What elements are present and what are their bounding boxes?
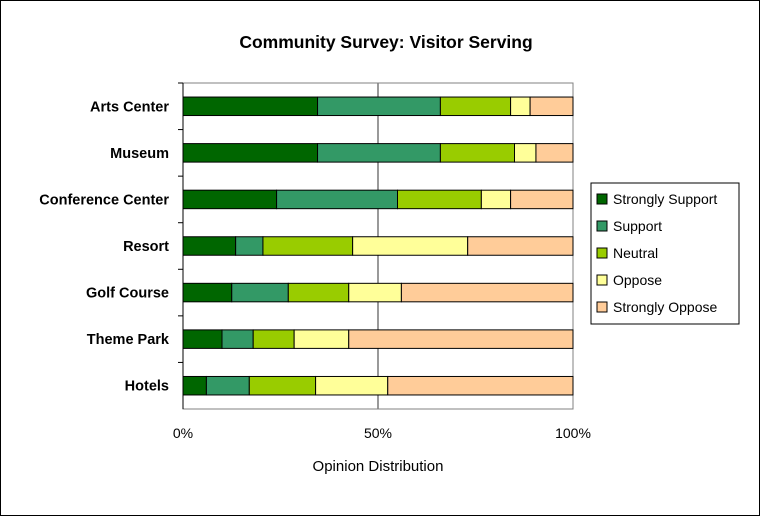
bar-segment-3-5 — [510, 189, 574, 210]
chart-title: Community Survey: Visitor Serving — [239, 32, 532, 52]
bar-segment-7-2 — [205, 375, 250, 396]
bar-segment-1-3 — [439, 96, 512, 117]
category-label-5: Golf Course — [86, 286, 169, 302]
bar-segment-2-3 — [439, 143, 515, 163]
bar-segment-1-1 — [182, 96, 319, 117]
legend-label-4: Oppose — [613, 272, 662, 288]
bar-segment-6-2 — [221, 329, 254, 349]
x-tick-label-2: 50% — [364, 425, 392, 441]
bar-segment-6-4 — [293, 329, 350, 349]
bar-segment-4-5 — [467, 236, 574, 256]
legend-label-3: Neutral — [613, 245, 658, 261]
bar-segment-5-5 — [400, 282, 574, 303]
category-label-2: Museum — [110, 146, 169, 162]
bar-segment-3-2 — [276, 189, 399, 210]
category-label-7: Hotels — [125, 379, 169, 395]
bar-segment-7-4 — [315, 375, 389, 396]
bar-segment-3-4 — [480, 189, 512, 210]
bar-segment-4-3 — [262, 236, 354, 256]
legend-frame — [590, 182, 740, 325]
x-tick-labels: 0% 50% 100% — [173, 425, 591, 441]
bar-segment-7-1 — [182, 375, 207, 396]
legend-swatch-4 — [596, 274, 608, 286]
category-labels: Arts Center Museum Conference Center Resort… — [39, 82, 183, 395]
legend-label-5: Strongly Oppose — [613, 299, 717, 315]
legend: Strongly Support Support Neutral Oppose Stro… — [590, 182, 740, 325]
legend-swatch-1 — [596, 193, 608, 205]
bar-segment-1-2 — [317, 96, 441, 117]
bar-segment-6-1 — [182, 329, 223, 349]
legend-swatch-5 — [596, 301, 608, 313]
bar-segment-6-5 — [348, 329, 574, 349]
bar-segment-1-4 — [510, 96, 531, 117]
x-tick-label-3: 100% — [555, 425, 591, 441]
bar-segment-4-2 — [235, 236, 264, 256]
bars-group — [182, 96, 574, 396]
category-label-3: Conference Center — [39, 192, 169, 208]
bar-segment-6-3 — [252, 329, 295, 349]
bar-segment-7-5 — [387, 375, 574, 396]
bar-segment-5-4 — [348, 282, 402, 303]
legend-label-2: Support — [613, 218, 662, 234]
bar-segment-2-2 — [317, 143, 441, 163]
bar-segment-4-1 — [182, 236, 237, 256]
legend-swatch-3 — [596, 247, 608, 259]
bar-segment-3-3 — [397, 189, 482, 210]
legend-label-1: Strongly Support — [613, 191, 717, 207]
bar-segment-5-2 — [231, 282, 289, 303]
bar-segment-5-1 — [182, 282, 233, 303]
bar-segment-5-3 — [287, 282, 350, 303]
category-label-4: Resort — [123, 239, 169, 255]
x-tick-label-1: 0% — [173, 425, 193, 441]
x-axis-title: Opinion Distribution — [313, 458, 444, 475]
bar-segment-3-1 — [182, 189, 278, 210]
bar-segment-2-5 — [535, 143, 574, 163]
legend-swatch-2 — [596, 220, 608, 232]
bar-segment-2-4 — [514, 143, 537, 163]
bar-segment-2-1 — [182, 143, 319, 163]
bar-segment-1-5 — [529, 96, 574, 117]
bar-segment-4-4 — [352, 236, 469, 256]
category-label-1: Arts Center — [90, 99, 169, 115]
category-label-6: Theme Park — [87, 332, 170, 348]
bar-segment-7-3 — [248, 375, 317, 396]
